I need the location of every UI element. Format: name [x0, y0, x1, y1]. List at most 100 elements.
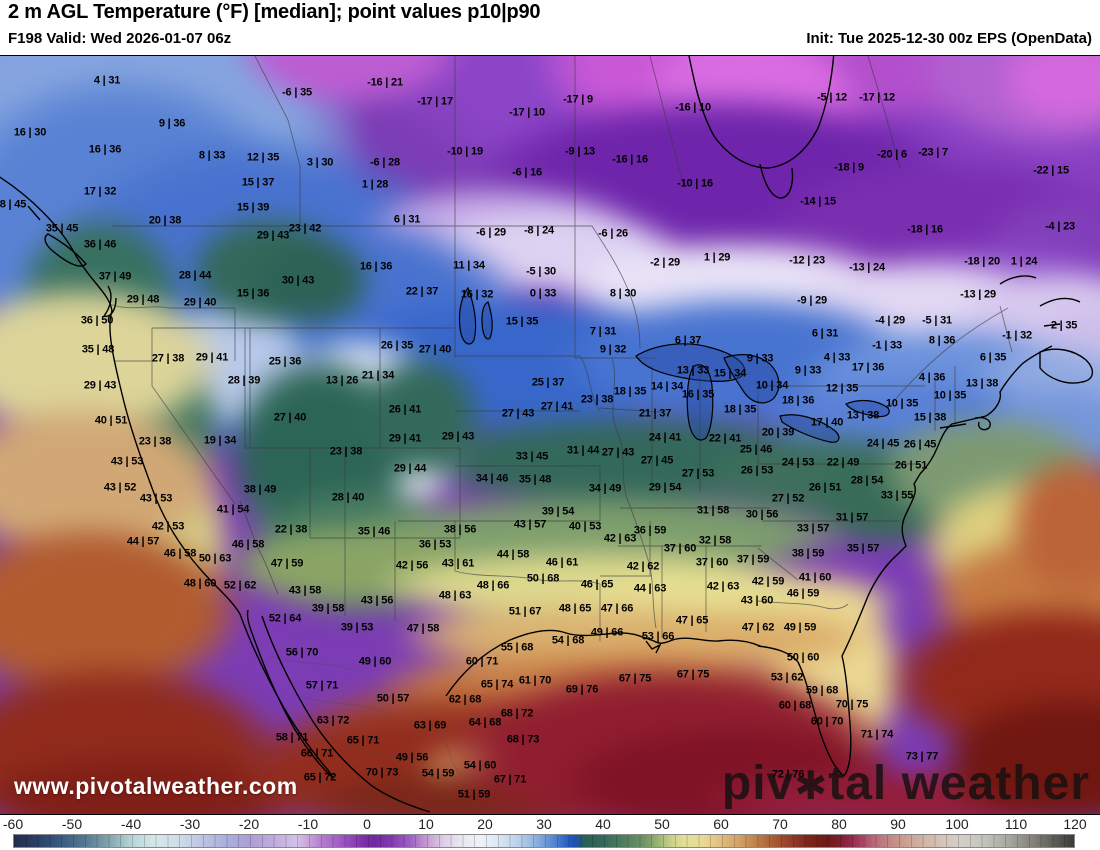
- point-value-label: 17 | 32: [83, 185, 117, 198]
- point-value-label: 9 | 33: [794, 364, 822, 377]
- point-value-label: 43 | 56: [360, 594, 394, 607]
- point-value-label: -1 | 32: [1002, 329, 1032, 342]
- point-value-label: 73 | 77: [905, 750, 939, 763]
- point-value-label: 43 | 60: [740, 594, 774, 607]
- point-value-label: 9 | 36: [158, 117, 186, 130]
- point-value-label: 43 | 52: [103, 481, 137, 494]
- point-value-label: 50 | 60: [786, 651, 820, 664]
- point-value-label: 40 | 51: [94, 414, 128, 427]
- point-value-label: -6 | 16: [512, 166, 542, 179]
- map-canvas: 4 | 31 -16 | 21 -6 | 35 -5 | 12 -17 | 12 -17 …: [0, 55, 1100, 815]
- point-value-label: -8 | 24: [524, 224, 554, 237]
- point-value-label: 39 | 53: [340, 621, 374, 634]
- point-value-label: 1 | 24: [1010, 255, 1038, 268]
- point-value-label: 38 | 45: [0, 198, 27, 211]
- point-value-label: 42 | 63: [603, 532, 637, 545]
- point-value-label: 8 | 30: [609, 287, 637, 300]
- colorbar-tick-label: 60: [713, 816, 729, 832]
- point-value-label: 35 | 45: [45, 222, 79, 235]
- point-value-label: 27 | 43: [601, 446, 635, 459]
- point-value-label: 46 | 65: [580, 578, 614, 591]
- point-value-label: 9 | 32: [599, 343, 627, 356]
- colorbar-tick-label: 0: [363, 816, 371, 832]
- point-value-label: 38 | 56: [443, 523, 477, 536]
- point-value-label: 68 | 72: [500, 707, 534, 720]
- colorbar-tick-label: 70: [772, 816, 788, 832]
- point-value-label: 37 | 60: [695, 556, 729, 569]
- point-value-label: 29 | 48: [126, 293, 160, 306]
- colorbar-segments: [14, 835, 1074, 847]
- point-value-label: 20 | 39: [761, 426, 795, 439]
- point-value-label: 65 | 74: [480, 678, 514, 691]
- point-value-label: 70 | 75: [835, 698, 869, 711]
- point-value-label: 23 | 38: [580, 393, 614, 406]
- point-value-label: 27 | 38: [151, 352, 185, 365]
- point-value-label: 39 | 54: [541, 505, 575, 518]
- point-value-label: -4 | 23: [1045, 220, 1075, 233]
- point-value-label: -6 | 35: [282, 86, 312, 99]
- point-value-label: 48 | 63: [438, 589, 472, 602]
- political-borders: [109, 56, 1013, 641]
- point-value-label: 63 | 72: [316, 714, 350, 727]
- point-value-label: 13 | 33: [676, 364, 710, 377]
- point-value-label: -6 | 26: [598, 227, 628, 240]
- point-value-label: -13 | 29: [960, 288, 996, 301]
- point-value-label: 50 | 63: [198, 552, 232, 565]
- point-value-label: 24 | 41: [648, 431, 682, 444]
- point-value-label: 46 | 58: [163, 547, 197, 560]
- point-value-label: 16 | 36: [88, 143, 122, 156]
- point-value-label: -18 | 16: [907, 223, 943, 236]
- point-value-label: 2 | 35: [1050, 319, 1078, 332]
- point-value-label: 56 | 70: [285, 646, 319, 659]
- point-value-label: -23 | 7: [918, 146, 948, 159]
- temperature-field: [0, 56, 1100, 814]
- point-value-label: 25 | 37: [531, 376, 565, 389]
- point-value-label: -16 | 16: [612, 153, 648, 166]
- point-value-label: 15 | 35: [505, 315, 539, 328]
- point-value-label: 15 | 38: [913, 411, 947, 424]
- point-value-label: 57 | 71: [305, 679, 339, 692]
- point-value-label: 26 | 51: [808, 481, 842, 494]
- point-value-label: 29 | 40: [183, 296, 217, 309]
- point-value-label: 23 | 42: [288, 222, 322, 235]
- point-value-label: 21 | 37: [638, 407, 672, 420]
- point-value-label: 46 | 61: [545, 556, 579, 569]
- colorbar-tick-label: 100: [945, 816, 969, 832]
- point-value-label: 54 | 59: [421, 767, 455, 780]
- point-value-label: 29 | 41: [388, 432, 422, 445]
- great-lakes: [458, 286, 890, 443]
- point-value-label: 42 | 59: [751, 575, 785, 588]
- point-value-label: 10 | 35: [933, 389, 967, 402]
- point-value-label: 27 | 40: [273, 411, 307, 424]
- point-value-label: 23 | 38: [329, 445, 363, 458]
- valid-time-label: F198 Valid: Wed 2026-01-07 06z: [8, 30, 232, 47]
- point-value-label: 49 | 59: [783, 621, 817, 634]
- point-value-label: -20 | 6: [877, 148, 907, 161]
- point-value-label: 51 | 59: [457, 788, 491, 801]
- point-value-label: 13 | 26: [325, 374, 359, 387]
- point-value-label: 37 | 49: [98, 270, 132, 283]
- point-value-label: 59 | 68: [805, 684, 839, 697]
- point-value-label: 6 | 35: [979, 351, 1007, 364]
- point-value-label: -10 | 16: [677, 177, 713, 190]
- point-value-label: -6 | 28: [370, 156, 400, 169]
- point-value-label: 49 | 60: [358, 655, 392, 668]
- colorbar-gradient: [13, 834, 1075, 848]
- point-value-label: 15 | 34: [713, 367, 747, 380]
- watermark-url: www.pivotalweather.com: [14, 773, 298, 799]
- colorbar-tick-label: 80: [831, 816, 847, 832]
- point-value-label: 43 | 58: [288, 584, 322, 597]
- point-value-label: 17 | 36: [851, 361, 885, 374]
- point-value-label: 18 | 35: [613, 385, 647, 398]
- point-value-label: 27 | 53: [681, 467, 715, 480]
- point-value-label: 28 | 44: [178, 269, 212, 282]
- point-value-label: 23 | 38: [138, 435, 172, 448]
- point-value-label: 6 | 37: [674, 334, 702, 347]
- point-value-label: 0 | 33: [529, 287, 557, 300]
- point-value-label: 26 | 51: [894, 459, 928, 472]
- point-value-label: 61 | 70: [518, 674, 552, 687]
- point-value-label: 8 | 36: [928, 334, 956, 347]
- point-value-label: 24 | 53: [781, 456, 815, 469]
- point-value-label: 22 | 38: [274, 523, 308, 536]
